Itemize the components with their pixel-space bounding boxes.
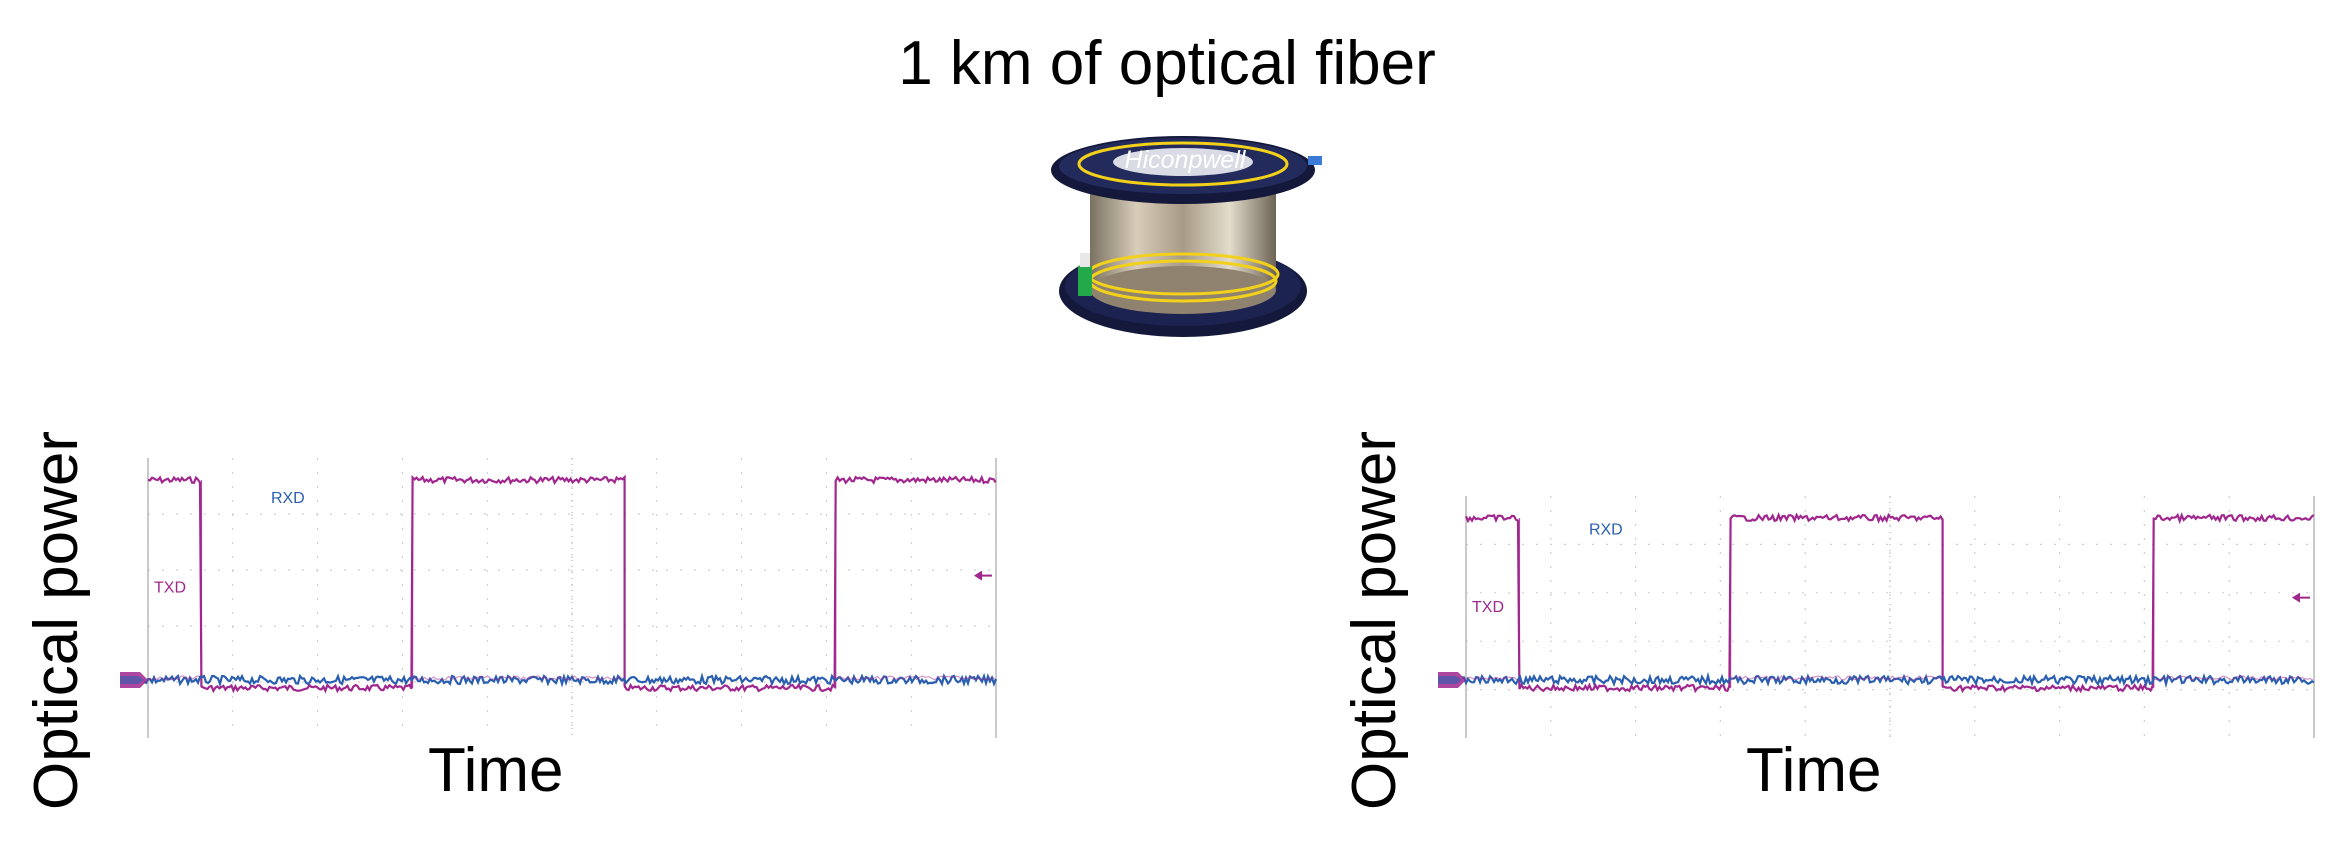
txd-baseline bbox=[1730, 675, 1941, 681]
scope-plot: RXD TXD bbox=[1438, 496, 2315, 738]
y-axis-label: Optical power bbox=[1340, 430, 1409, 810]
txd-baseline bbox=[147, 675, 200, 681]
fiber-spool-image: Hiconpwell bbox=[1040, 128, 1330, 346]
scope-grid bbox=[147, 458, 997, 738]
channel-ground-marker bbox=[1438, 676, 1462, 684]
rxd-channel-label: RXD bbox=[1589, 522, 1623, 539]
trigger-level-marker bbox=[974, 570, 982, 581]
txd-channel-label: TXD bbox=[1472, 599, 1504, 616]
oscilloscope-trace-right: RXD TXD bbox=[1436, 490, 2318, 744]
oscilloscope-panel-left: Optical power RXD TXD Time bbox=[0, 390, 1160, 820]
spool-brand-text: Hiconpwell bbox=[1124, 146, 1246, 174]
scope-plot: RXD TXD bbox=[120, 458, 998, 738]
y-axis-label: Optical power bbox=[22, 430, 91, 810]
oscilloscope-panel-right: Optical power RXD TXD Time bbox=[1318, 390, 2334, 820]
oscilloscope-trace-left: RXD TXD bbox=[118, 452, 1000, 744]
figure-title: 1 km of optical fiber bbox=[898, 29, 1436, 98]
txd-baseline bbox=[835, 675, 995, 681]
txd-baseline bbox=[1465, 676, 1518, 681]
fiber-spool-icon bbox=[1051, 136, 1322, 337]
channel-ground-marker bbox=[120, 676, 144, 684]
rxd-trace bbox=[1461, 671, 2315, 689]
rxd-channel-label: RXD bbox=[271, 490, 305, 507]
txd-trace bbox=[147, 474, 997, 694]
txd-channel-label: TXD bbox=[154, 579, 186, 596]
trigger-level-marker bbox=[2292, 592, 2300, 603]
txd-baseline bbox=[2153, 675, 2313, 681]
txd-baseline bbox=[412, 675, 624, 681]
x-axis-label: Time bbox=[1746, 736, 1882, 805]
txd-trace bbox=[1464, 512, 2315, 694]
x-axis-label: Time bbox=[428, 736, 564, 805]
